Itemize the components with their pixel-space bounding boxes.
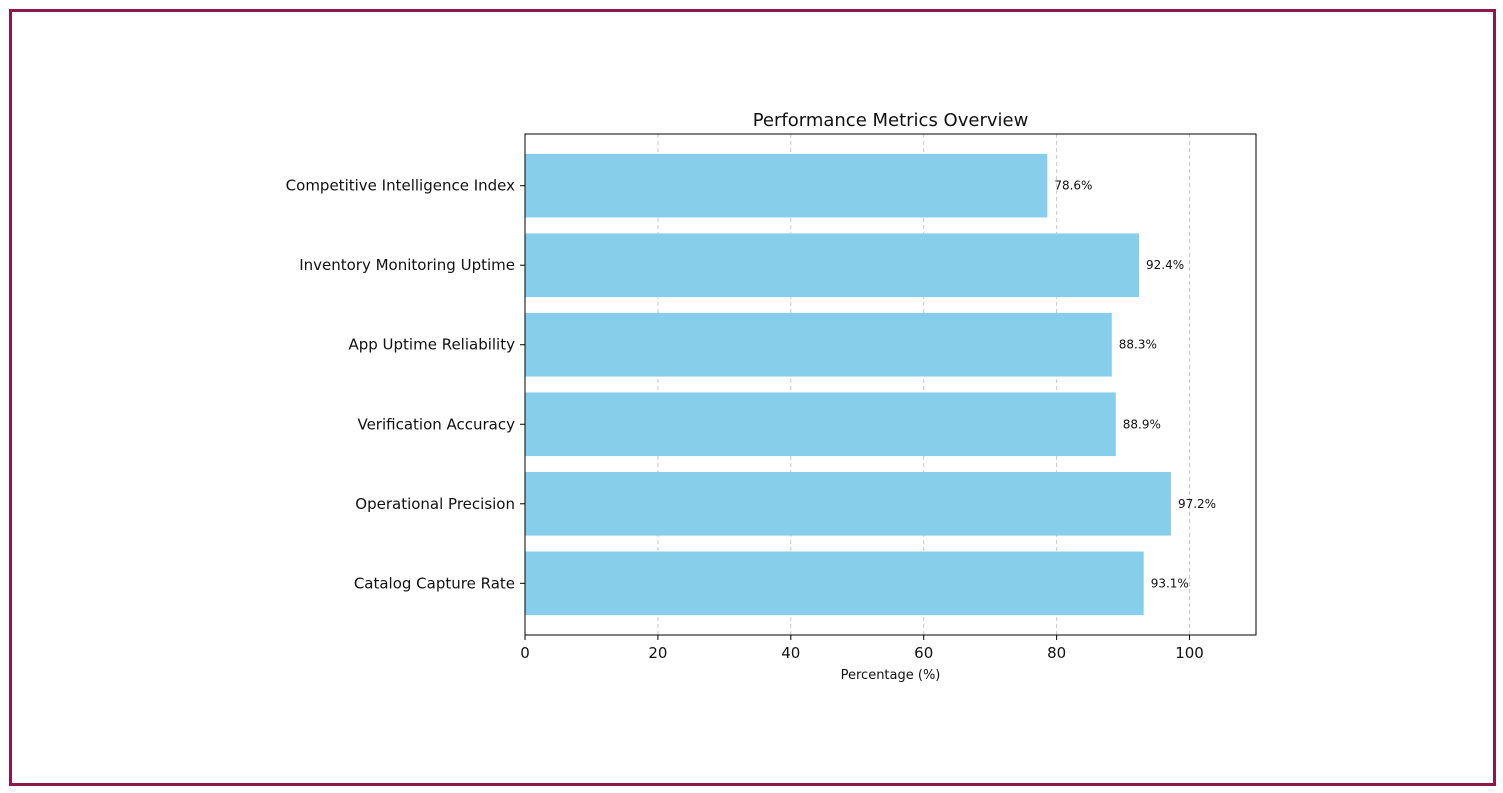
bar <box>525 472 1171 536</box>
y-tick-label: Inventory Monitoring Uptime <box>299 256 515 274</box>
y-tick-label: Catalog Capture Rate <box>354 574 515 592</box>
chart-title: Performance Metrics Overview <box>753 110 1029 131</box>
y-tick-label: Verification Accuracy <box>357 415 515 433</box>
bar-value-label: 88.3% <box>1119 338 1157 352</box>
x-tick-label: 80 <box>1047 644 1066 662</box>
y-tick-label: App Uptime Reliability <box>348 336 515 354</box>
x-axis-title: Percentage (%) <box>841 668 941 683</box>
x-tick-label: 60 <box>914 644 933 662</box>
bar-value-label: 78.6% <box>1054 179 1092 193</box>
bar <box>525 233 1139 297</box>
bar <box>525 552 1144 616</box>
bar-value-label: 93.1% <box>1151 576 1189 590</box>
x-axis-ticks: 0 20 40 60 80 100 <box>520 635 1204 662</box>
y-tick-label: Operational Precision <box>355 495 515 513</box>
x-tick-label: 20 <box>648 644 667 662</box>
x-tick-label: 100 <box>1175 644 1204 662</box>
x-tick-label: 0 <box>520 644 530 662</box>
bar <box>525 313 1112 377</box>
bar <box>525 154 1047 218</box>
bars <box>525 154 1171 615</box>
y-tick-label: Competitive Intelligence Index <box>286 177 515 195</box>
x-tick-label: 40 <box>781 644 800 662</box>
bar-value-label: 88.9% <box>1123 417 1161 431</box>
bar <box>525 392 1116 456</box>
bar-value-label: 97.2% <box>1178 497 1216 511</box>
y-axis-ticks: Competitive Intelligence Index Inventory … <box>286 177 525 593</box>
bar-value-label: 92.4% <box>1146 258 1184 272</box>
